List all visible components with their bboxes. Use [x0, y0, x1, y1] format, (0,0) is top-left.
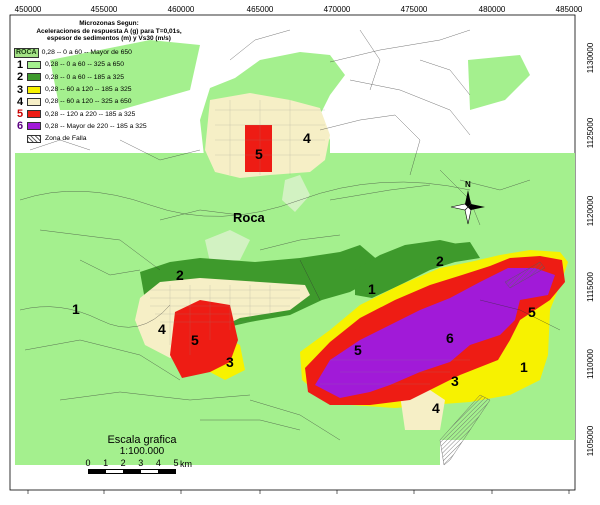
legend-row-2: 2 0,28 -- 0 a 60 -- 185 a 325: [14, 71, 204, 83]
legend-row-3: 3 0,28 -- 60 a 120 -- 185 a 325: [14, 83, 204, 96]
scale-number: 0: [85, 458, 91, 468]
legend-text: 0,28 -- 60 a 120 -- 325 a 650: [45, 98, 132, 106]
legend-title-line: espesor de sedimentos (m) y Vs30 (m/s): [47, 35, 171, 42]
legend-swatch: [27, 60, 41, 69]
x-tick-label: 485000: [556, 5, 583, 14]
x-tick-label: 465000: [247, 5, 274, 14]
scale-title: Escala grafica: [107, 434, 177, 446]
zone-label: 1: [72, 301, 80, 317]
zone-6-area: [315, 268, 555, 398]
zone-label: 4: [432, 400, 440, 416]
x-tick-label: 480000: [479, 5, 506, 14]
scale-number: 4: [155, 458, 161, 468]
legend-row-1: 1 0,28 -- 0 a 60 -- 325 a 650: [14, 59, 204, 71]
zone-number-labels: 1 1 1 2 2 3 3 4 4 4 5 5 5 5 6: [72, 130, 536, 416]
legend-row-5: 5 0,28 -- 120 a 220 -- 185 a 325: [14, 108, 204, 120]
scale-number: 5: [173, 458, 179, 468]
zone-label: 3: [226, 354, 234, 370]
legend-number: 1: [16, 58, 24, 71]
legend-row-4: 4 0,28 -- 60 a 120 -- 325 a 650: [14, 96, 204, 108]
legend-number: 2: [16, 71, 24, 84]
place-label-roca: Roca: [233, 210, 266, 225]
y-tick-label: 1105000: [586, 425, 595, 456]
legend-number: 4: [16, 95, 24, 108]
x-tick-label: 455000: [91, 5, 118, 14]
x-tick-label: 450000: [15, 5, 42, 14]
legend-text: 0,28 -- 60 a 120 -- 185 a 325: [45, 86, 132, 94]
zone-label: 1: [520, 359, 528, 375]
legend-number: 3: [16, 83, 24, 96]
roca-zone: [205, 175, 310, 262]
x-axis-bottom: [27, 490, 570, 494]
legend-swatch: [27, 110, 41, 119]
zone-label: 2: [436, 253, 444, 269]
legend-text: 0,28 -- 120 a 220 -- 185 a 325: [45, 110, 136, 118]
zone-label: 5: [191, 332, 199, 348]
scale-numbers: 0 1 2 3 4 5: [82, 458, 202, 469]
zone-label: 5: [528, 304, 536, 320]
y-axis-right: 1130000 1125000 1120000 1115000 1110000 …: [586, 42, 595, 456]
y-tick-label: 1120000: [586, 195, 595, 226]
x-tick-label: 460000: [168, 5, 195, 14]
legend-text: 0,28 -- 0 a 60 -- 325 a 650: [45, 61, 124, 69]
y-tick-label: 1115000: [586, 271, 595, 302]
x-tick-label: 470000: [324, 5, 351, 14]
x-axis-top: 450000 455000 460000 465000 470000 47500…: [15, 5, 583, 14]
legend-title-line: Aceleraciones de respuesta A (g) para T=…: [36, 27, 182, 35]
legend-row-6: 6 0,28 -- Mayor de 220 -- 185 a 325: [14, 120, 204, 132]
scale-number: 2: [120, 458, 126, 468]
zone-label: 4: [303, 130, 311, 146]
legend-swatch: [27, 73, 41, 82]
legend-row-roca: ROCA 0,28 -- 0 a 60 -- Mayor de 650: [14, 47, 204, 59]
scale-number: 1: [103, 458, 109, 468]
legend-swatch: [27, 122, 41, 131]
zone-label: 5: [255, 146, 263, 162]
zone-label: 5: [354, 342, 362, 358]
urban-grid: [150, 100, 470, 385]
zone-label: 4: [158, 321, 166, 337]
legend-title: Microzonas Segun: Aceleraciones de respu…: [14, 20, 204, 43]
y-tick-label: 1110000: [586, 348, 595, 379]
legend-swatch: [27, 85, 41, 94]
legend-text: 0,28 -- 0 a 60 -- 185 a 325: [45, 73, 124, 81]
legend-text: Zona de Falla: [45, 135, 87, 143]
legend-text: 0,28 -- Mayor de 220 -- 185 a 325: [45, 122, 147, 130]
legend-swatch: [27, 97, 41, 106]
legend-number: 6: [16, 120, 24, 133]
y-tick-label: 1125000: [586, 117, 595, 148]
zone-label: 1: [368, 281, 376, 297]
legend-title-line: Microzonas Segun:: [79, 20, 139, 27]
scale-ratio: 1:100.000: [119, 446, 165, 457]
zone-label: 3: [451, 373, 459, 389]
legend-number: 5: [16, 108, 24, 121]
x-tick-label: 475000: [401, 5, 428, 14]
north-arrow: N: [450, 180, 485, 225]
road-network: [19, 29, 561, 441]
scale-graphic: [88, 469, 176, 474]
fault-swatch: [27, 134, 41, 143]
north-label: N: [465, 180, 471, 189]
scale-unit: km: [180, 459, 192, 469]
zone-label: 6: [446, 330, 454, 346]
scale-bar-block: Escala grafica 1:100.000 0 1 2 3 4 5 km: [82, 434, 202, 474]
roca-swatch: ROCA: [14, 47, 39, 58]
legend-row-fault: Zona de Falla: [14, 133, 204, 145]
scale-number: 3: [138, 458, 144, 468]
legend-text: 0,28 -- 0 a 60 -- Mayor de 650: [41, 49, 132, 57]
fault-zone: [439, 261, 546, 466]
y-tick-label: 1130000: [586, 42, 595, 73]
zone-label: 2: [176, 267, 184, 283]
map-legend: Microzonas Segun: Aceleraciones de respu…: [14, 20, 204, 145]
